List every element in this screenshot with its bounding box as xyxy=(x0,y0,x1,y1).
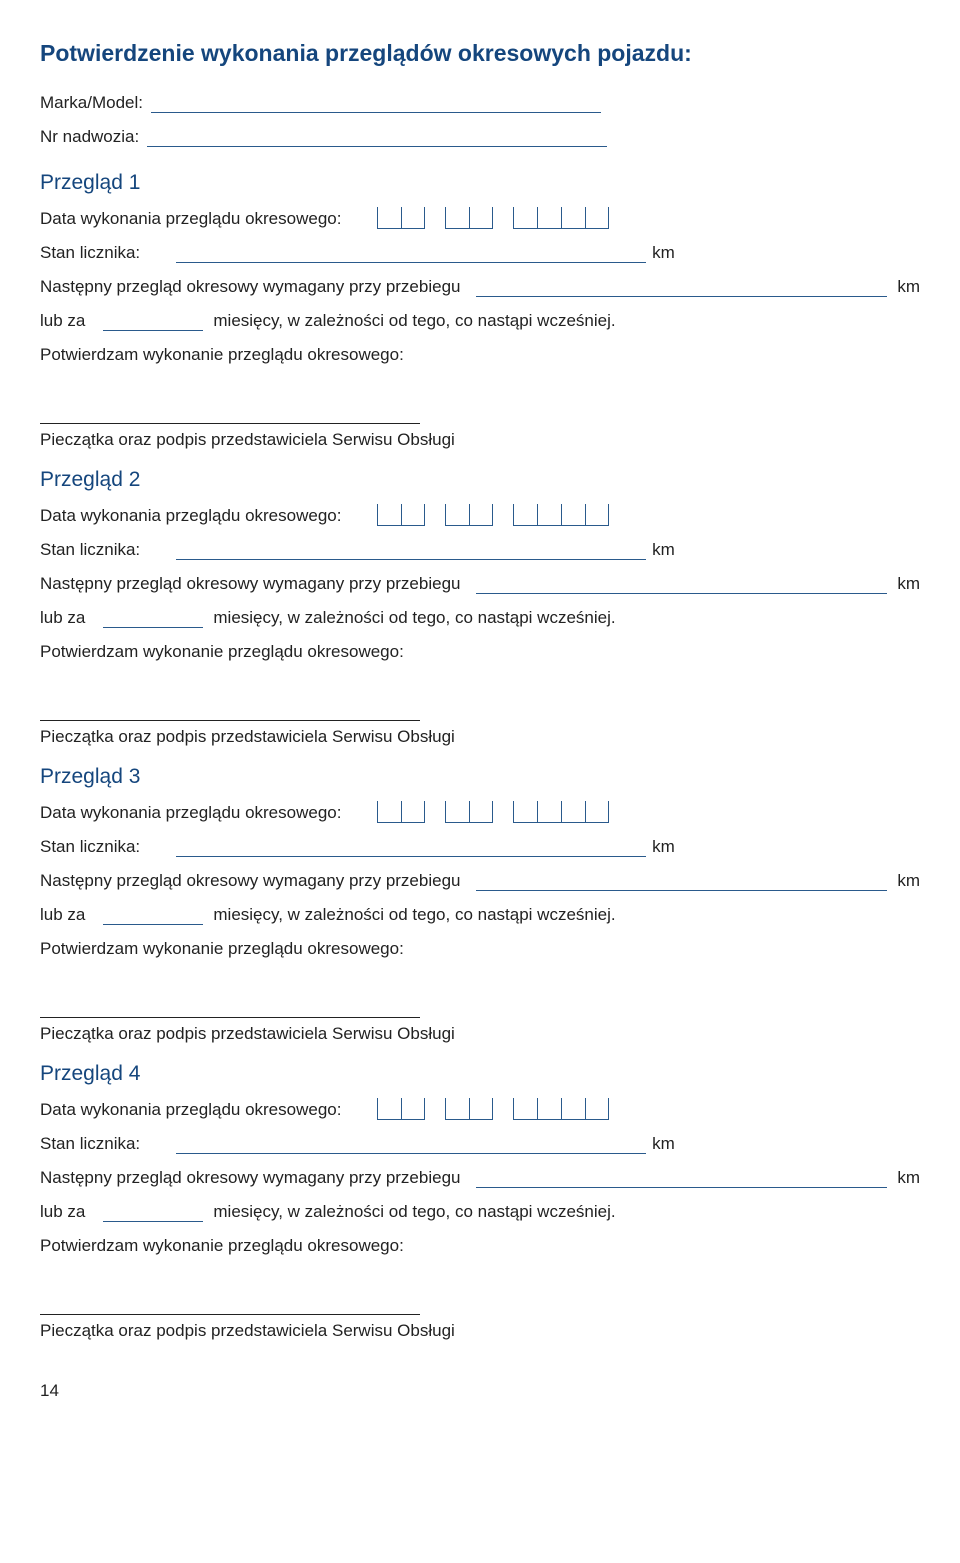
pieczatka-label: Pieczątka oraz podpis przedstawiciela Se… xyxy=(40,1321,920,1341)
stan-licznika-label: Stan licznika: xyxy=(40,837,140,857)
nastepny-label: Następny przegląd okresowy wymagany przy… xyxy=(40,871,460,891)
stan-licznika-line[interactable] xyxy=(176,246,646,263)
nastepny-row: Następny przegląd okresowy wymagany przy… xyxy=(40,574,920,594)
marka-line[interactable] xyxy=(151,96,601,113)
pieczatka-label: Pieczątka oraz podpis przedstawiciela Se… xyxy=(40,430,920,450)
page-number: 14 xyxy=(40,1381,920,1401)
nastepny-line[interactable] xyxy=(476,577,887,594)
stan-licznika-row: Stan licznika: km xyxy=(40,1134,920,1154)
pieczatka-label: Pieczątka oraz podpis przedstawiciela Se… xyxy=(40,727,920,747)
data-wykonania-label: Data wykonania przeglądu okresowego: xyxy=(40,209,341,229)
km-unit-2: km xyxy=(897,574,920,594)
date-boxes[interactable] xyxy=(377,504,609,526)
km-unit: km xyxy=(652,243,675,263)
nastepny-row: Następny przegląd okresowy wymagany przy… xyxy=(40,1168,920,1188)
lubza-label: lub za xyxy=(40,905,85,925)
data-wykonania-row: Data wykonania przeglądu okresowego: xyxy=(40,207,920,229)
lubza-line[interactable] xyxy=(103,1205,203,1222)
date-boxes[interactable] xyxy=(377,801,609,823)
data-wykonania-row: Data wykonania przeglądu okresowego: xyxy=(40,1098,920,1120)
miesiecy-label: miesięcy, w zależności od tego, co nastą… xyxy=(213,1202,615,1222)
km-unit-2: km xyxy=(897,1168,920,1188)
page-title: Potwierdzenie wykonania przeglądów okres… xyxy=(40,40,920,67)
marka-row: Marka/Model: xyxy=(40,93,920,113)
pieczatka-label: Pieczątka oraz podpis przedstawiciela Se… xyxy=(40,1024,920,1044)
signature-line[interactable] xyxy=(40,1017,420,1018)
stan-licznika-line[interactable] xyxy=(176,1137,646,1154)
stan-licznika-row: Stan licznika: km xyxy=(40,243,920,263)
stan-licznika-label: Stan licznika: xyxy=(40,540,140,560)
stan-licznika-line[interactable] xyxy=(176,840,646,857)
section-title-1: Przegląd 1 xyxy=(40,171,920,195)
section-title-3: Przegląd 3 xyxy=(40,765,920,789)
section-title-2: Przegląd 2 xyxy=(40,468,920,492)
data-wykonania-row: Data wykonania przeglądu okresowego: xyxy=(40,801,920,823)
data-wykonania-label: Data wykonania przeglądu okresowego: xyxy=(40,1100,341,1120)
nadwozia-label: Nr nadwozia: xyxy=(40,127,139,147)
potwierdzam-label: Potwierdzam wykonanie przeglądu okresowe… xyxy=(40,642,920,662)
lubza-label: lub za xyxy=(40,608,85,628)
miesiecy-label: miesięcy, w zależności od tego, co nastą… xyxy=(213,905,615,925)
potwierdzam-label: Potwierdzam wykonanie przeglądu okresowe… xyxy=(40,939,920,959)
signature-line[interactable] xyxy=(40,423,420,424)
lubza-row: lub za miesięcy, w zależności od tego, c… xyxy=(40,1202,920,1222)
potwierdzam-label: Potwierdzam wykonanie przeglądu okresowe… xyxy=(40,1236,920,1256)
nastepny-label: Następny przegląd okresowy wymagany przy… xyxy=(40,1168,460,1188)
nastepny-line[interactable] xyxy=(476,280,887,297)
stan-licznika-row: Stan licznika: km xyxy=(40,837,920,857)
nastepny-line[interactable] xyxy=(476,1171,887,1188)
km-unit-2: km xyxy=(897,277,920,297)
nastepny-label: Następny przegląd okresowy wymagany przy… xyxy=(40,277,460,297)
nadwozia-row: Nr nadwozia: xyxy=(40,127,920,147)
km-unit: km xyxy=(652,1134,675,1154)
marka-label: Marka/Model: xyxy=(40,93,143,113)
lubza-row: lub za miesięcy, w zależności od tego, c… xyxy=(40,608,920,628)
potwierdzam-label: Potwierdzam wykonanie przeglądu okresowe… xyxy=(40,345,920,365)
nastepny-row: Następny przegląd okresowy wymagany przy… xyxy=(40,871,920,891)
stan-licznika-line[interactable] xyxy=(176,543,646,560)
km-unit: km xyxy=(652,540,675,560)
nastepny-label: Następny przegląd okresowy wymagany przy… xyxy=(40,574,460,594)
data-wykonania-label: Data wykonania przeglądu okresowego: xyxy=(40,803,341,823)
lubza-row: lub za miesięcy, w zależności od tego, c… xyxy=(40,311,920,331)
lubza-line[interactable] xyxy=(103,314,203,331)
signature-line[interactable] xyxy=(40,1314,420,1315)
data-wykonania-label: Data wykonania przeglądu okresowego: xyxy=(40,506,341,526)
signature-line[interactable] xyxy=(40,720,420,721)
section-title-4: Przegląd 4 xyxy=(40,1062,920,1086)
lubza-label: lub za xyxy=(40,1202,85,1222)
stan-licznika-label: Stan licznika: xyxy=(40,1134,140,1154)
stan-licznika-label: Stan licznika: xyxy=(40,243,140,263)
miesiecy-label: miesięcy, w zależności od tego, co nastą… xyxy=(213,608,615,628)
date-boxes[interactable] xyxy=(377,1098,609,1120)
lubza-label: lub za xyxy=(40,311,85,331)
km-unit: km xyxy=(652,837,675,857)
lubza-row: lub za miesięcy, w zależności od tego, c… xyxy=(40,905,920,925)
date-boxes[interactable] xyxy=(377,207,609,229)
data-wykonania-row: Data wykonania przeglądu okresowego: xyxy=(40,504,920,526)
miesiecy-label: miesięcy, w zależności od tego, co nastą… xyxy=(213,311,615,331)
stan-licznika-row: Stan licznika: km xyxy=(40,540,920,560)
nadwozia-line[interactable] xyxy=(147,130,607,147)
lubza-line[interactable] xyxy=(103,908,203,925)
nastepny-row: Następny przegląd okresowy wymagany przy… xyxy=(40,277,920,297)
km-unit-2: km xyxy=(897,871,920,891)
lubza-line[interactable] xyxy=(103,611,203,628)
nastepny-line[interactable] xyxy=(476,874,887,891)
